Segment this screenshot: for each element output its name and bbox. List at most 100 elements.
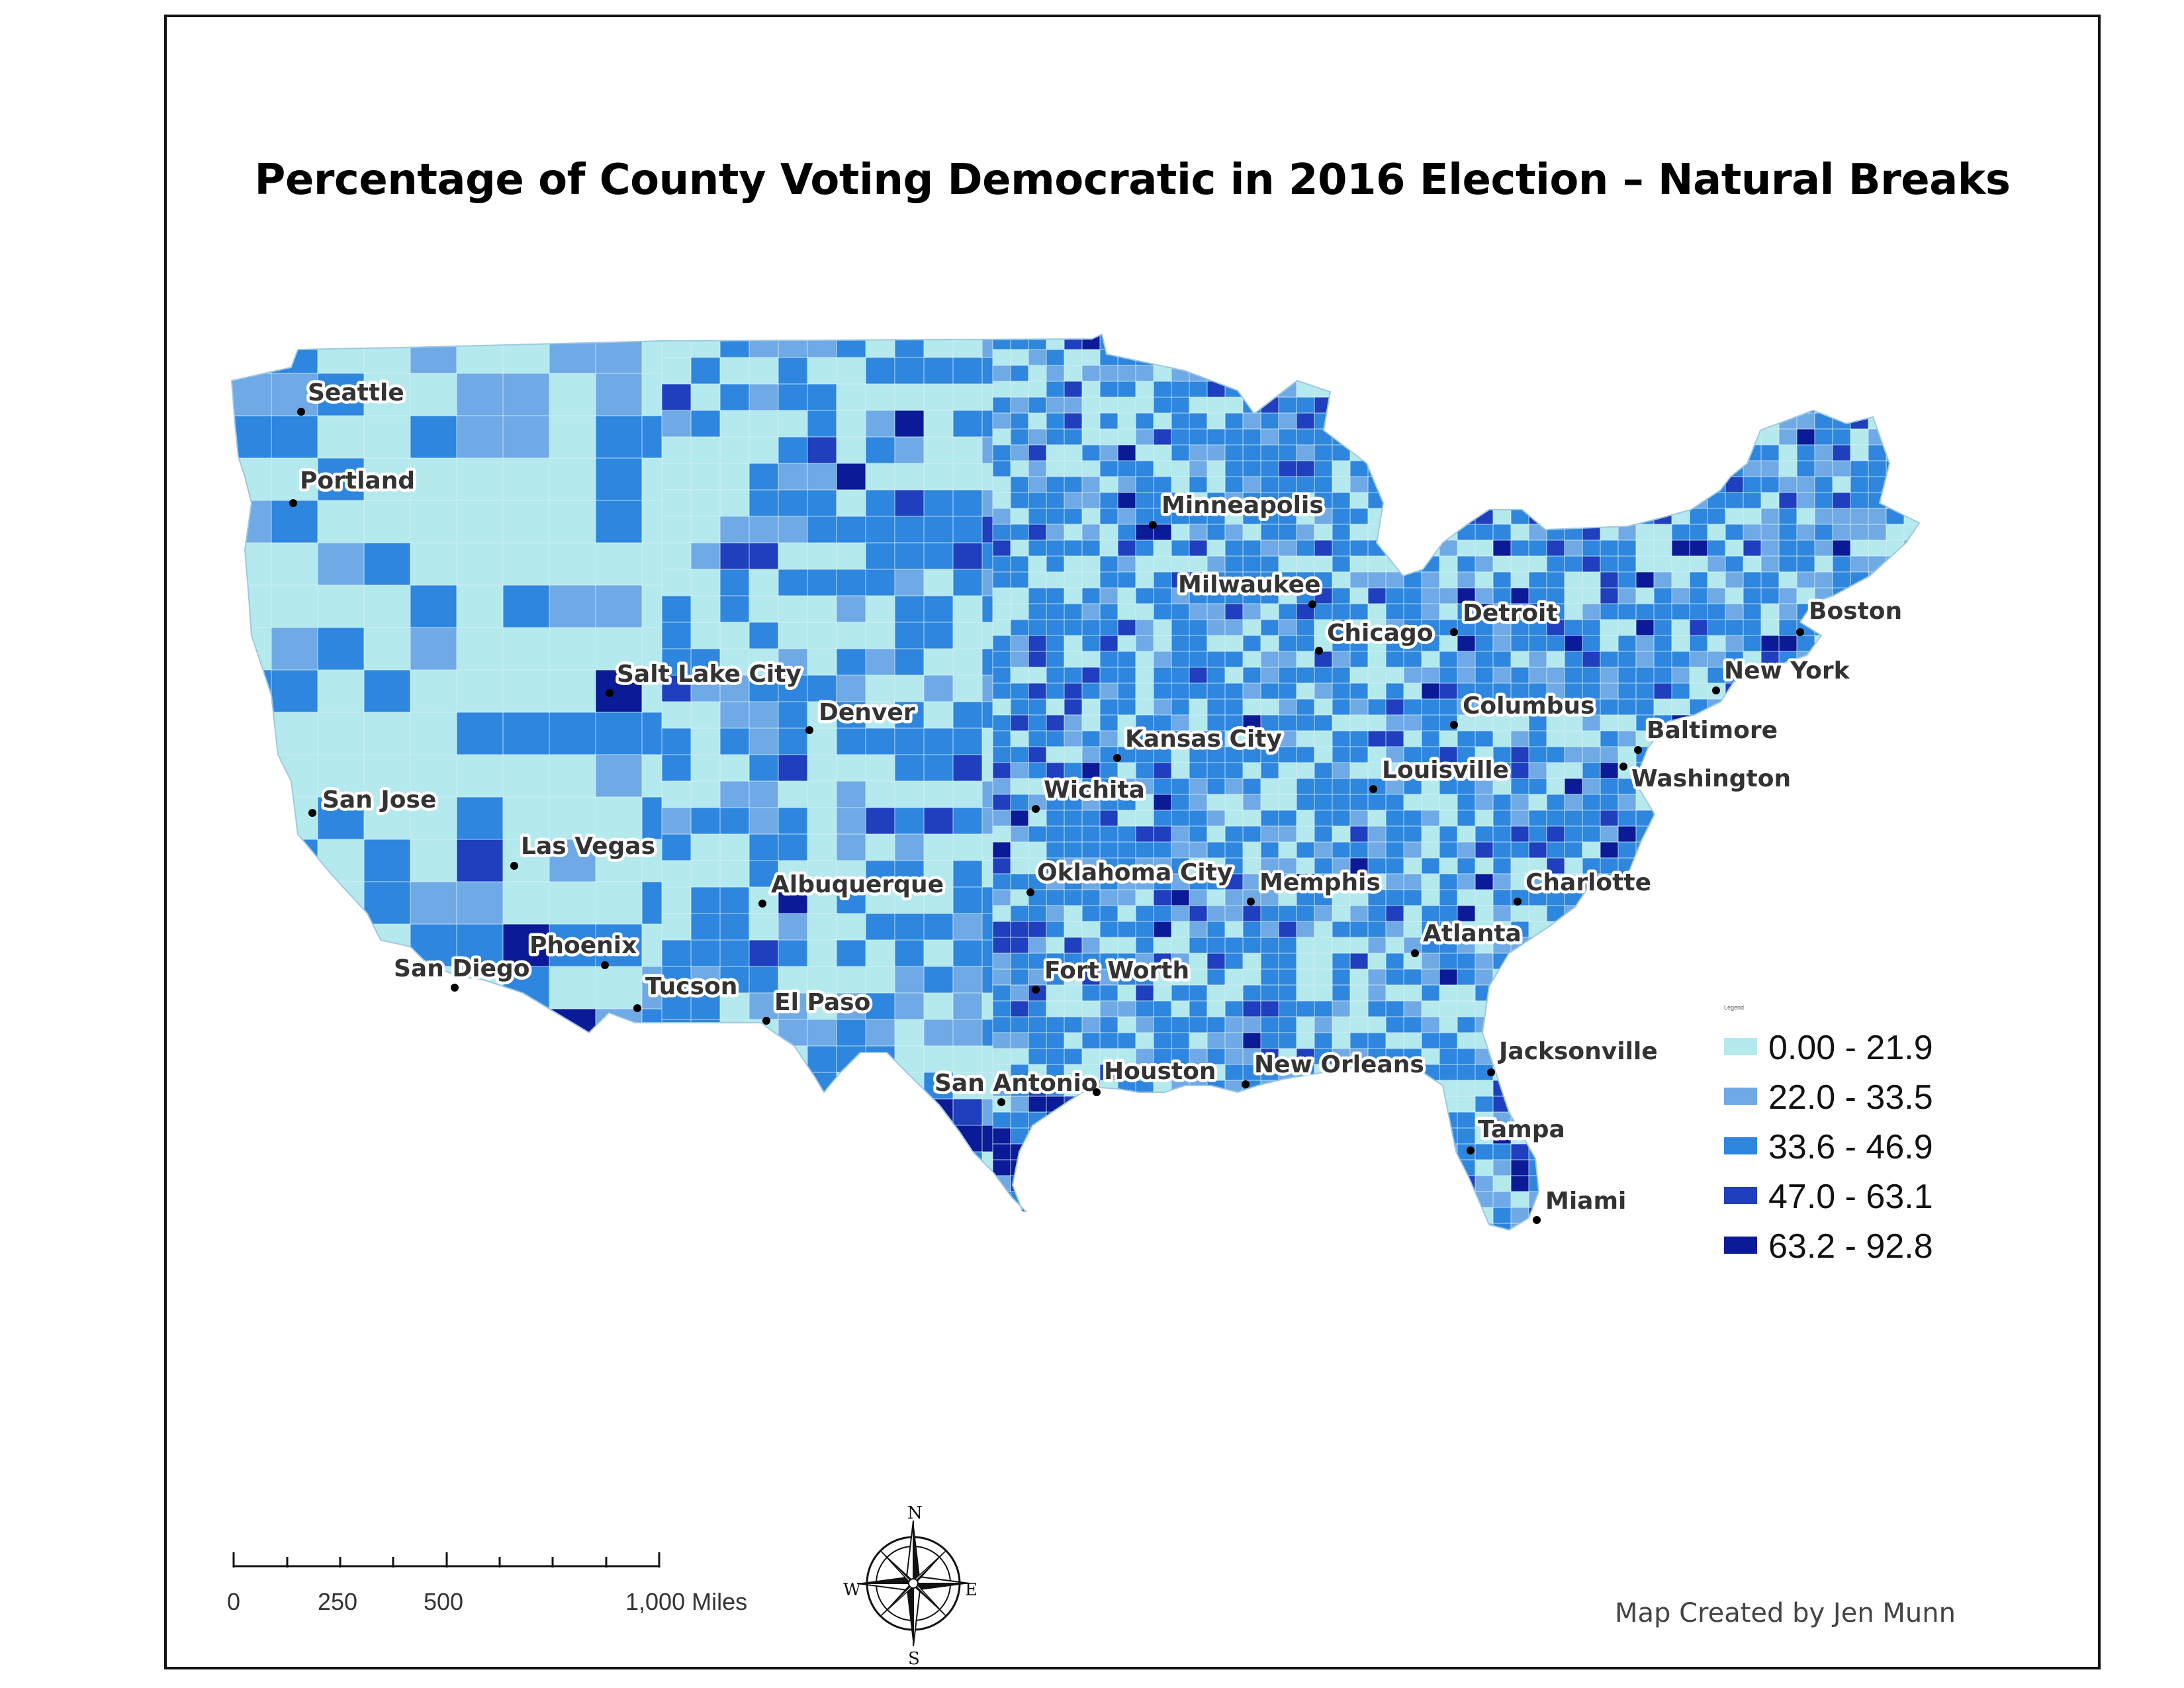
county-cell [1635, 381, 1655, 399]
county-cell [719, 754, 750, 782]
county-cell [1564, 492, 1584, 510]
county-cell [1778, 730, 1798, 748]
county-cell [1886, 476, 1905, 494]
county-cell [1528, 381, 1548, 399]
county-cell [1582, 1127, 1602, 1145]
county-cell [778, 622, 808, 649]
county-cell [1600, 334, 1619, 351]
county-cell [1778, 921, 1798, 939]
county-cell [1903, 841, 1919, 859]
county-cell [1278, 444, 1298, 462]
county-cell [1099, 825, 1119, 843]
county-cell [1403, 334, 1423, 335]
county-cell [1689, 794, 1709, 812]
county-cell [1278, 1223, 1298, 1230]
county-cell [1653, 953, 1673, 970]
county-cell [1153, 682, 1173, 700]
county-cell [1528, 1064, 1548, 1082]
county-cell [1635, 1111, 1655, 1129]
county-cell [456, 415, 504, 459]
county-cell [1457, 460, 1477, 478]
county-cell [1600, 794, 1619, 812]
county-cell [1796, 539, 1816, 557]
county-cell [1099, 1143, 1119, 1161]
county-cell [1636, 1239, 1655, 1256]
county-cell [1653, 508, 1673, 526]
county-cell [1457, 1127, 1477, 1145]
county-cell [1206, 905, 1226, 923]
county-cell [1260, 1032, 1280, 1050]
county-cell [1940, 477, 1958, 493]
county-cell [1671, 953, 1691, 970]
county-cell [690, 780, 721, 808]
county-cell [1349, 730, 1369, 748]
county-cell [1136, 1255, 1154, 1272]
city-salt-lake-city: Salt Lake City [606, 658, 804, 697]
county-cell [1385, 444, 1405, 462]
county-cell [1600, 778, 1619, 796]
county-cell [690, 754, 721, 782]
county-cell [1349, 714, 1369, 732]
county-cell [1028, 1032, 1048, 1050]
county-cell [1457, 1016, 1477, 1034]
county-cell [1940, 890, 1958, 906]
county-cell [1814, 555, 1834, 573]
county-cell [1600, 953, 1619, 970]
county-cell [1690, 1255, 1708, 1272]
county-cell [1278, 334, 1298, 351]
county-cell [1206, 412, 1226, 430]
county-cell [1725, 968, 1745, 986]
county-cell [1099, 1159, 1119, 1177]
county-cell [865, 569, 895, 596]
county-cell [1635, 953, 1655, 970]
county-cell [1010, 682, 1030, 700]
county-cell [1725, 825, 1745, 843]
county-cell [1725, 746, 1745, 764]
county-cell [1028, 508, 1048, 526]
county-cell [1653, 349, 1673, 367]
county-cell [1778, 397, 1798, 414]
county-cell [1654, 1239, 1672, 1256]
county-cell [923, 1045, 954, 1073]
county-cell [1117, 1143, 1137, 1161]
county-cell [1260, 1175, 1280, 1193]
county-cell [502, 334, 550, 374]
county-cell [1778, 794, 1798, 812]
county-cell [1421, 508, 1441, 526]
county-cell [719, 860, 750, 888]
county-cell [1689, 460, 1709, 478]
county-cell [992, 1159, 1012, 1177]
county-cell [1099, 1175, 1119, 1193]
county-cell [1796, 524, 1816, 541]
county-cell [1778, 889, 1798, 907]
county-cell [1689, 810, 1709, 827]
county-cell [1617, 921, 1637, 939]
county-cell [1136, 1239, 1154, 1256]
county-cell [1385, 714, 1405, 732]
county-cell [1528, 571, 1548, 589]
county-cell [1046, 794, 1066, 812]
county-cell [1224, 778, 1244, 796]
county-cell [1617, 825, 1637, 843]
county-cell [1475, 841, 1494, 859]
county-cell [952, 807, 983, 835]
county-cell [749, 1204, 779, 1230]
county-cell [1367, 1159, 1387, 1177]
county-cell [1117, 698, 1137, 716]
county-cell [1653, 635, 1673, 653]
county-cell [1922, 810, 1940, 827]
county-cell [1564, 508, 1584, 526]
county-cell [1778, 825, 1798, 843]
county-cell [1421, 968, 1441, 986]
county-cell [1010, 1127, 1030, 1145]
county-cell [456, 1008, 504, 1052]
county-cell [1278, 794, 1298, 812]
county-cell [595, 966, 643, 1009]
county-cell [502, 923, 550, 967]
county-cell [1332, 937, 1351, 955]
county-cell [1242, 682, 1262, 700]
county-cell [1903, 667, 1919, 684]
county-cell [1671, 1032, 1691, 1050]
county-cell [1635, 334, 1655, 351]
county-cell [894, 410, 925, 438]
